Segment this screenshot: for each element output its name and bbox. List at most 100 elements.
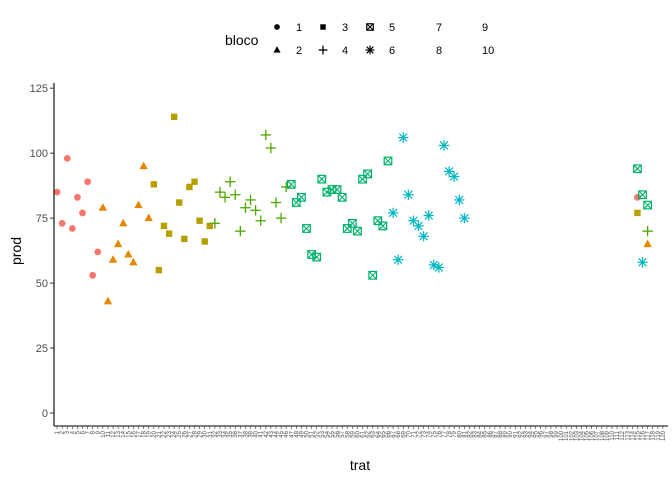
- data-point: [108, 255, 118, 263]
- x-tick-label: 7: [86, 430, 92, 434]
- x-tick-label: 78: [447, 430, 453, 437]
- x-tick-label: 89: [503, 430, 509, 437]
- plot-area: [53, 113, 653, 305]
- x-tick-label: 33: [218, 430, 224, 437]
- x-tick-label: 118: [651, 430, 657, 440]
- legend-label: 1: [296, 22, 302, 34]
- x-tick-label: 50: [305, 430, 311, 437]
- x-tick-label: 117: [646, 430, 652, 440]
- x-tick-label: 55: [330, 430, 336, 437]
- data-point: [312, 252, 322, 262]
- data-point: [448, 171, 460, 182]
- data-point: [438, 140, 450, 151]
- x-tick-label: 104: [579, 430, 585, 441]
- data-point: [643, 239, 652, 248]
- data-point: [245, 194, 256, 206]
- x-tick-label: 9: [96, 430, 102, 434]
- x-axis: 1 2 3 4 5 6 7 8 9 10 11 12 13 14 15 16 17 18 19 20 21 22 23 24 2…: [54, 425, 668, 441]
- legend-label: 4: [342, 45, 348, 57]
- y-tick-label: 25: [36, 343, 48, 355]
- legend-entry-9: 9: [482, 22, 488, 34]
- x-tick-label: 106: [590, 430, 596, 441]
- x-tick-label: 95: [534, 430, 540, 437]
- x-tick-label: 19: [147, 430, 153, 437]
- x-tick-label: 51: [310, 430, 316, 437]
- data-point: [297, 192, 306, 202]
- legend-entry-2: 2: [273, 45, 302, 57]
- x-tick-label: 107: [595, 430, 601, 441]
- data-point: [191, 178, 198, 185]
- x-tick-label: 29: [198, 430, 204, 437]
- x-tick-label: 91: [513, 430, 519, 437]
- data-point: [634, 209, 641, 217]
- x-tick-label: 5: [75, 430, 81, 434]
- x-tick-label: 74: [427, 430, 433, 437]
- data-point: [160, 222, 168, 230]
- x-tick-label: 58: [345, 430, 351, 437]
- data-point: [58, 219, 66, 227]
- data-point: [317, 174, 327, 184]
- y-tick-label: 0: [42, 408, 48, 420]
- data-point: [186, 183, 193, 191]
- data-point: [387, 207, 399, 219]
- legend-label: 10: [482, 45, 494, 57]
- data-point: [413, 220, 424, 232]
- x-tick-label: 102: [569, 430, 575, 441]
- data-point: [240, 202, 251, 213]
- data-point: [119, 218, 128, 227]
- data-point: [363, 169, 373, 179]
- x-tick-label: 98: [549, 430, 555, 437]
- x-tick-label: 16: [131, 430, 137, 437]
- data-point: [642, 225, 653, 237]
- data-point: [250, 205, 261, 216]
- x-tick-label: 39: [249, 430, 255, 437]
- x-tick-label: 70: [406, 430, 412, 437]
- x-tick-label: 93: [523, 430, 529, 437]
- y-tick-label: 50: [36, 278, 48, 290]
- data-point: [433, 262, 445, 273]
- data-point: [307, 250, 317, 259]
- x-tick-label: 71: [411, 430, 417, 437]
- x-tick-label: 10: [101, 430, 107, 437]
- y-tick-label: 125: [30, 83, 48, 95]
- x-tick-label: 86: [488, 430, 494, 437]
- data-point: [74, 193, 81, 201]
- x-tick-label: 59: [350, 430, 356, 437]
- legend-key: [365, 45, 375, 55]
- y-axis-title: prod: [8, 237, 24, 265]
- legend-entry-1: 1: [274, 22, 302, 34]
- data-point: [214, 186, 226, 198]
- x-tick-label: 17: [137, 430, 143, 437]
- legend-key: [318, 45, 328, 55]
- data-point: [383, 156, 393, 166]
- x-tick-label: 6: [81, 430, 87, 434]
- x-tick-label: 27: [187, 430, 193, 437]
- data-point: [113, 239, 123, 248]
- x-tick-label: 36: [233, 430, 239, 437]
- x-tick-label: 92: [518, 430, 524, 437]
- x-tick-label: 37: [238, 430, 244, 437]
- legend: bloco 1 2 3 4 5 6 7 8 9 10: [225, 22, 494, 57]
- x-tick-label: 26: [182, 430, 188, 437]
- series-bloco-5: [286, 156, 653, 280]
- x-tick-label: 20: [152, 430, 158, 437]
- x-tick-label: 113: [625, 430, 631, 440]
- x-tick-label: 62: [366, 430, 372, 437]
- data-point: [275, 212, 287, 224]
- y-tick-label: 100: [30, 148, 48, 160]
- data-point: [392, 254, 404, 265]
- x-tick-label: 114: [630, 430, 636, 440]
- x-tick-label: 61: [361, 430, 367, 437]
- data-point: [353, 226, 362, 236]
- x-tick-label: 115: [635, 430, 641, 440]
- x-tick-label: 54: [325, 430, 331, 437]
- data-point: [322, 187, 332, 197]
- x-tick-label: 31: [208, 430, 214, 437]
- data-point: [196, 217, 203, 224]
- x-tick-label: 64: [376, 430, 382, 437]
- x-tick-label: 100: [559, 430, 565, 441]
- x-tick-label: 63: [371, 430, 377, 437]
- x-tick-label: 83: [473, 430, 479, 437]
- legend-entry-5: 5: [366, 22, 395, 34]
- data-point: [144, 213, 153, 222]
